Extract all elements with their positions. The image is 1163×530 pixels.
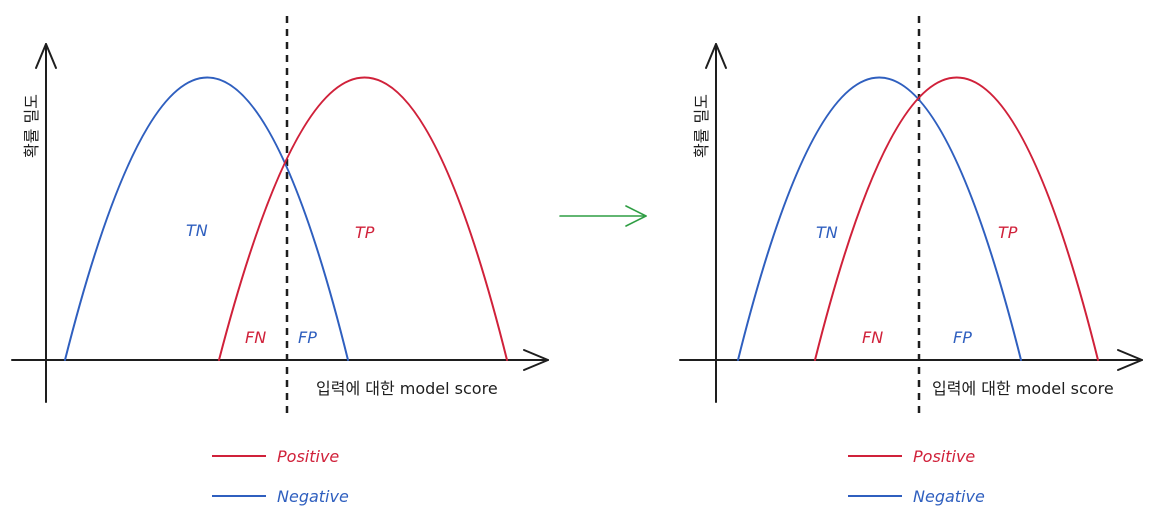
legend-positive-label: Positive	[913, 447, 975, 466]
negative-curve	[64, 76, 349, 361]
tn-label: TN	[816, 223, 838, 242]
tp-label: TP	[998, 223, 1018, 242]
y-axis-label: 확률 밀도	[692, 94, 711, 158]
fn-label: FN	[245, 328, 266, 347]
fp-label: FP	[298, 328, 317, 347]
right-arrow-icon	[559, 205, 647, 227]
positive-curve	[218, 76, 508, 361]
tn-label: TN	[186, 221, 208, 240]
panel-left: TN TP FN FP 확률 밀도 입력에 대한 model score Pos…	[11, 16, 549, 506]
legend: Positive Negative	[848, 447, 985, 506]
tp-label: TP	[355, 223, 375, 242]
negative-curve	[737, 76, 1022, 361]
y-axis	[35, 43, 57, 403]
legend-positive-label: Positive	[277, 447, 339, 466]
fn-label: FN	[862, 328, 883, 347]
x-axis-label: 입력에 대한 model score	[316, 379, 498, 398]
legend: Positive Negative	[212, 447, 349, 506]
y-axis	[705, 43, 727, 403]
fp-label: FP	[953, 328, 972, 347]
panel-right: TN TP FN FP 확률 밀도 입력에 대한 model score Pos…	[679, 16, 1143, 506]
legend-negative-label: Negative	[277, 487, 349, 506]
x-axis	[679, 349, 1143, 371]
legend-negative-label: Negative	[913, 487, 985, 506]
y-axis-label: 확률 밀도	[22, 94, 41, 158]
x-axis-label: 입력에 대한 model score	[932, 379, 1114, 398]
positive-curve	[814, 76, 1099, 361]
x-axis	[11, 349, 549, 371]
